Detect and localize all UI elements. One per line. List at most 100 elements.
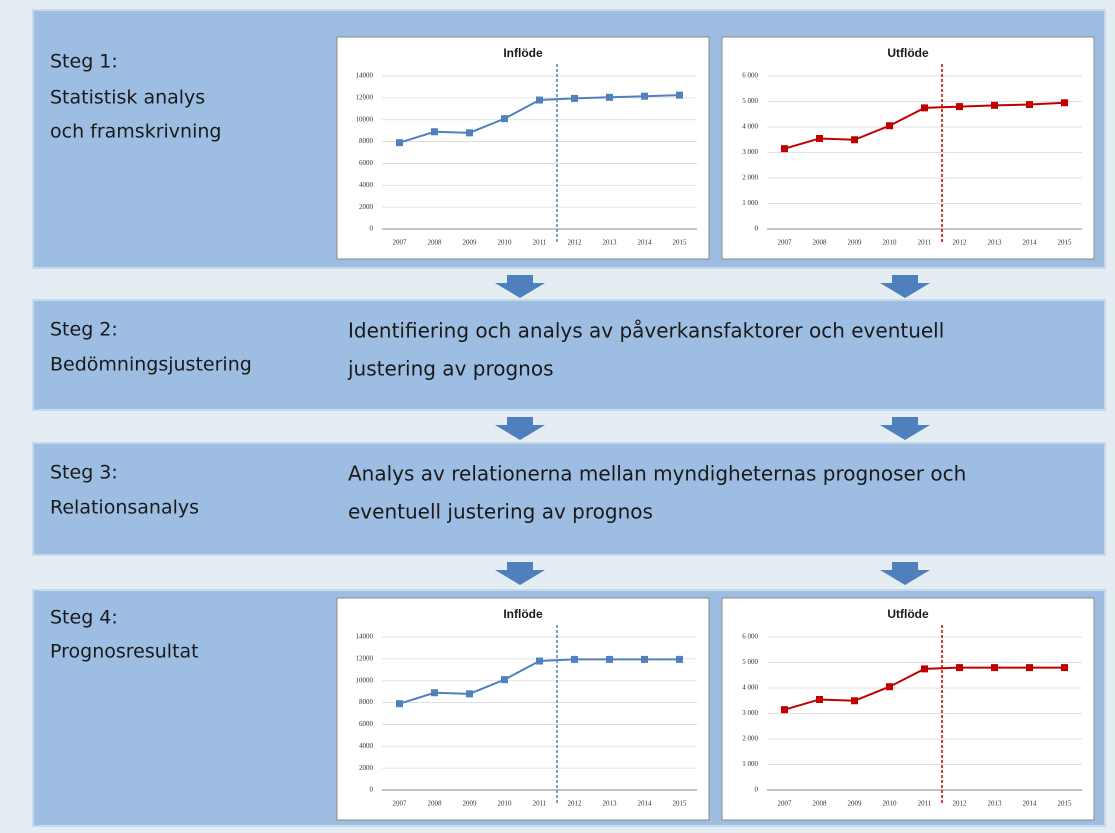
step-title: Steg 1: bbox=[50, 51, 118, 73]
step-label: och framskrivning bbox=[50, 121, 221, 143]
x-tick-label: 2007 bbox=[778, 239, 793, 247]
x-tick-label: 2007 bbox=[393, 239, 408, 247]
y-tick-label: 8000 bbox=[359, 137, 374, 145]
point-marker bbox=[396, 700, 403, 708]
point-marker bbox=[641, 92, 648, 100]
y-tick-label: 2 000 bbox=[742, 174, 758, 182]
x-tick-label: 2010 bbox=[883, 800, 898, 808]
x-tick-label: 2010 bbox=[883, 239, 898, 247]
point-marker bbox=[1026, 664, 1033, 672]
x-tick-label: 2010 bbox=[498, 800, 513, 808]
point-marker bbox=[571, 655, 578, 663]
arrow bbox=[880, 275, 930, 298]
y-tick-label: 10000 bbox=[356, 676, 374, 684]
y-tick-label: 2000 bbox=[359, 203, 374, 211]
point-marker bbox=[956, 103, 963, 111]
point-marker bbox=[431, 689, 438, 697]
x-tick-label: 2012 bbox=[953, 239, 968, 247]
x-tick-label: 2013 bbox=[603, 239, 618, 247]
x-tick-label: 2015 bbox=[1058, 800, 1073, 808]
point-marker bbox=[606, 655, 613, 663]
x-tick-label: 2011 bbox=[918, 239, 932, 247]
arrow bbox=[880, 562, 930, 585]
chart: Utflöde 0 1 000 2 000 3 000 4 000 5 000 6 000 20… bbox=[721, 36, 1095, 260]
step-description: justering av prognos bbox=[347, 357, 554, 381]
point-marker bbox=[676, 655, 683, 663]
y-tick-label: 0 bbox=[370, 225, 374, 233]
point-marker bbox=[536, 657, 543, 665]
x-tick-label: 2012 bbox=[568, 239, 583, 247]
y-tick-label: 4 000 bbox=[742, 123, 758, 131]
x-tick-label: 2012 bbox=[568, 800, 583, 808]
chart-frame bbox=[336, 36, 710, 260]
point-marker bbox=[991, 101, 998, 109]
point-marker bbox=[676, 91, 683, 99]
x-tick-label: 2008 bbox=[428, 239, 443, 247]
y-tick-label: 12000 bbox=[356, 654, 374, 662]
x-tick-label: 2015 bbox=[673, 239, 688, 247]
x-tick-label: 2011 bbox=[918, 800, 932, 808]
x-tick-label: 2009 bbox=[848, 800, 863, 808]
y-tick-label: 4 000 bbox=[742, 684, 758, 692]
arrows bbox=[495, 275, 930, 585]
point-marker bbox=[1061, 99, 1068, 107]
x-tick-label: 2007 bbox=[778, 800, 793, 808]
chart-frame bbox=[721, 36, 1095, 260]
step-label: Bedömningsjustering bbox=[50, 354, 252, 376]
chart: Utflöde 0 1 000 2 000 3 000 4 000 5 000 6 000 20… bbox=[721, 597, 1095, 821]
y-tick-label: 0 bbox=[755, 786, 759, 794]
y-tick-label: 5 000 bbox=[742, 658, 758, 666]
x-tick-label: 2008 bbox=[813, 239, 828, 247]
x-tick-label: 2009 bbox=[463, 800, 478, 808]
chart: Inflöde 0 2000 4000 6000 8000 10000 12000 14000 2… bbox=[336, 36, 710, 260]
point-marker bbox=[571, 94, 578, 102]
step-title: Steg 4: bbox=[50, 607, 118, 629]
y-tick-label: 6 000 bbox=[742, 633, 758, 641]
point-marker bbox=[396, 139, 403, 147]
point-marker bbox=[816, 695, 823, 703]
x-tick-label: 2013 bbox=[988, 239, 1003, 247]
y-tick-label: 8000 bbox=[359, 698, 374, 706]
x-tick-label: 2014 bbox=[638, 800, 653, 808]
point-marker bbox=[431, 128, 438, 136]
x-tick-label: 2015 bbox=[1058, 239, 1073, 247]
x-tick-label: 2011 bbox=[533, 239, 547, 247]
point-marker bbox=[956, 664, 963, 672]
y-tick-label: 14000 bbox=[356, 633, 374, 641]
x-tick-label: 2014 bbox=[1023, 800, 1038, 808]
arrow bbox=[495, 562, 545, 585]
x-tick-label: 2012 bbox=[953, 800, 968, 808]
point-marker bbox=[1026, 101, 1033, 109]
y-tick-label: 12000 bbox=[356, 93, 374, 101]
point-marker bbox=[501, 115, 508, 123]
x-tick-label: 2008 bbox=[428, 800, 443, 808]
point-marker bbox=[466, 129, 473, 137]
y-tick-label: 6000 bbox=[359, 720, 374, 728]
chart: Inflöde 0 2000 4000 6000 8000 10000 12000 14000 2… bbox=[336, 597, 710, 821]
x-tick-label: 2009 bbox=[463, 239, 478, 247]
step-label: Relationsanalys bbox=[50, 497, 199, 519]
y-tick-label: 3 000 bbox=[742, 709, 758, 717]
step-description: eventuell justering av prognos bbox=[348, 500, 653, 524]
y-tick-label: 1 000 bbox=[742, 199, 758, 207]
step-box bbox=[32, 299, 1106, 411]
y-tick-label: 5 000 bbox=[742, 97, 758, 105]
y-tick-label: 4000 bbox=[359, 742, 374, 750]
point-marker bbox=[501, 676, 508, 684]
x-tick-label: 2014 bbox=[1023, 239, 1038, 247]
x-tick-label: 2007 bbox=[393, 800, 408, 808]
x-tick-label: 2010 bbox=[498, 239, 513, 247]
y-tick-label: 10000 bbox=[356, 115, 374, 123]
y-tick-label: 2 000 bbox=[742, 735, 758, 743]
y-tick-label: 3 000 bbox=[742, 148, 758, 156]
step-label: Prognosresultat bbox=[50, 641, 199, 663]
point-marker bbox=[816, 134, 823, 142]
step-title: Steg 2: bbox=[50, 319, 118, 341]
x-tick-label: 2011 bbox=[533, 800, 547, 808]
point-marker bbox=[886, 683, 893, 691]
arrow bbox=[495, 275, 545, 298]
arrow bbox=[495, 417, 545, 440]
point-marker bbox=[466, 690, 473, 698]
step-label: Statistisk analys bbox=[50, 87, 205, 109]
step-description: Identifiering och analys av påverkansfak… bbox=[348, 319, 944, 343]
